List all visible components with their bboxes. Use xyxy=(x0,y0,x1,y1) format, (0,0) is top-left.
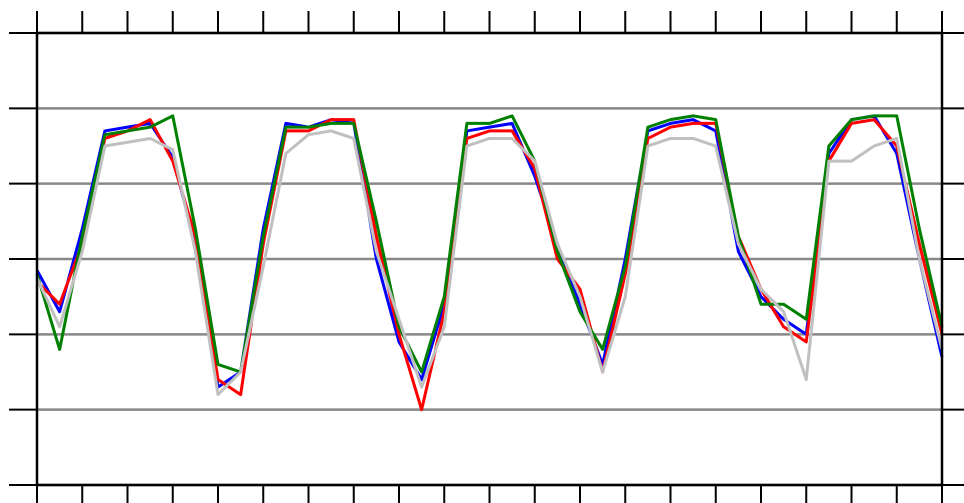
series-line xyxy=(35,129,944,397)
plot-frame xyxy=(35,31,944,487)
series-line xyxy=(35,114,944,374)
